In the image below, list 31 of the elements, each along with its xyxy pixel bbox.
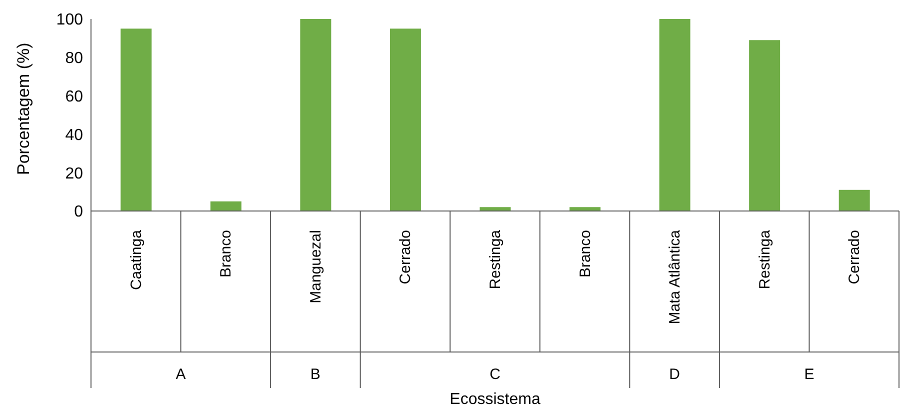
- x-tick-label: Caatinga: [128, 229, 145, 290]
- bar: [838, 190, 870, 211]
- bar: [570, 207, 601, 211]
- x-tick-label: Branco: [576, 230, 594, 278]
- text: D: [669, 366, 680, 383]
- y-tick-label: 40: [65, 126, 84, 144]
- bar: [210, 201, 242, 211]
- bar: [390, 28, 421, 211]
- text: A: [176, 366, 186, 383]
- x-tick-label: Mata Atlântica: [666, 229, 684, 324]
- y-tick-label: 60: [65, 88, 84, 106]
- bar: [749, 40, 780, 211]
- y-tick-label: 0: [74, 204, 84, 221]
- y-tick-label: 20: [65, 165, 84, 182]
- bar: [300, 19, 332, 211]
- text: B: [310, 366, 320, 383]
- x-tick-label: Restinga: [756, 229, 774, 290]
- bar: [480, 207, 511, 211]
- y-tick-label: 100: [56, 12, 84, 29]
- text: E: [804, 366, 814, 383]
- y-tick-label: 80: [65, 50, 84, 68]
- x-tick-label: Restinga: [487, 229, 504, 290]
- x-axis-title: Ecossistema: [450, 391, 540, 408]
- bar: [120, 28, 152, 211]
- x-tick-label: Manguezal: [307, 230, 324, 304]
- bar: [659, 19, 690, 211]
- x-tick-label: Cerrado: [846, 230, 864, 284]
- y-axis-title: Porcentagem (%): [14, 42, 34, 175]
- x-tick-label: Branco: [218, 230, 235, 278]
- text: C: [490, 366, 501, 383]
- x-tick-label: Cerrado: [397, 230, 414, 284]
